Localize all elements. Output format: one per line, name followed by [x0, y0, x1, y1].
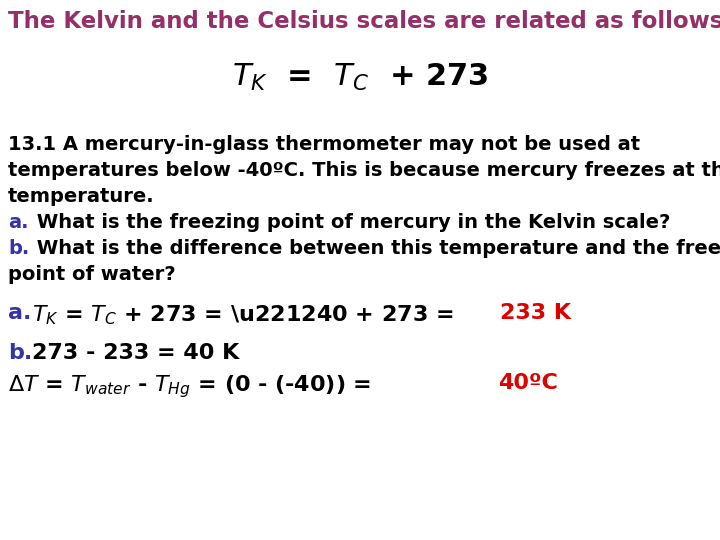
Text: a.: a.	[8, 303, 32, 323]
Text: a.: a.	[8, 213, 29, 232]
Text: b.: b.	[8, 343, 32, 363]
Text: 40ºC: 40ºC	[498, 373, 558, 393]
Text: What is the difference between this temperature and the freezing: What is the difference between this temp…	[30, 239, 720, 258]
Text: 273 - 233 = 40 K: 273 - 233 = 40 K	[32, 343, 239, 363]
Text: The Kelvin and the Celsius scales are related as follows:: The Kelvin and the Celsius scales are re…	[8, 10, 720, 33]
Text: point of water?: point of water?	[8, 265, 176, 284]
Text: 233 K: 233 K	[500, 303, 571, 323]
Text: $\mathit{T}_K$ = $\mathit{T}_C$ + 273 = \u221240 + 273 =: $\mathit{T}_K$ = $\mathit{T}_C$ + 273 = …	[32, 303, 456, 327]
Text: temperature.: temperature.	[8, 187, 155, 206]
Text: What is the freezing point of mercury in the Kelvin scale?: What is the freezing point of mercury in…	[30, 213, 670, 232]
Text: b.: b.	[8, 239, 30, 258]
Text: $\Delta\mathit{T}$ = $\mathit{T}_{water}$ - $\mathit{T}_{Hg}$ = (0 - (-40)) =: $\Delta\mathit{T}$ = $\mathit{T}_{water}…	[8, 373, 374, 400]
Text: temperatures below -40ºC. This is because mercury freezes at this: temperatures below -40ºC. This is becaus…	[8, 161, 720, 180]
Text: 13.1 A mercury-in-glass thermometer may not be used at: 13.1 A mercury-in-glass thermometer may …	[8, 135, 640, 154]
Text: $\mathit{T}_K$  =  $\mathit{T}_C$  + 273: $\mathit{T}_K$ = $\mathit{T}_C$ + 273	[232, 62, 488, 93]
